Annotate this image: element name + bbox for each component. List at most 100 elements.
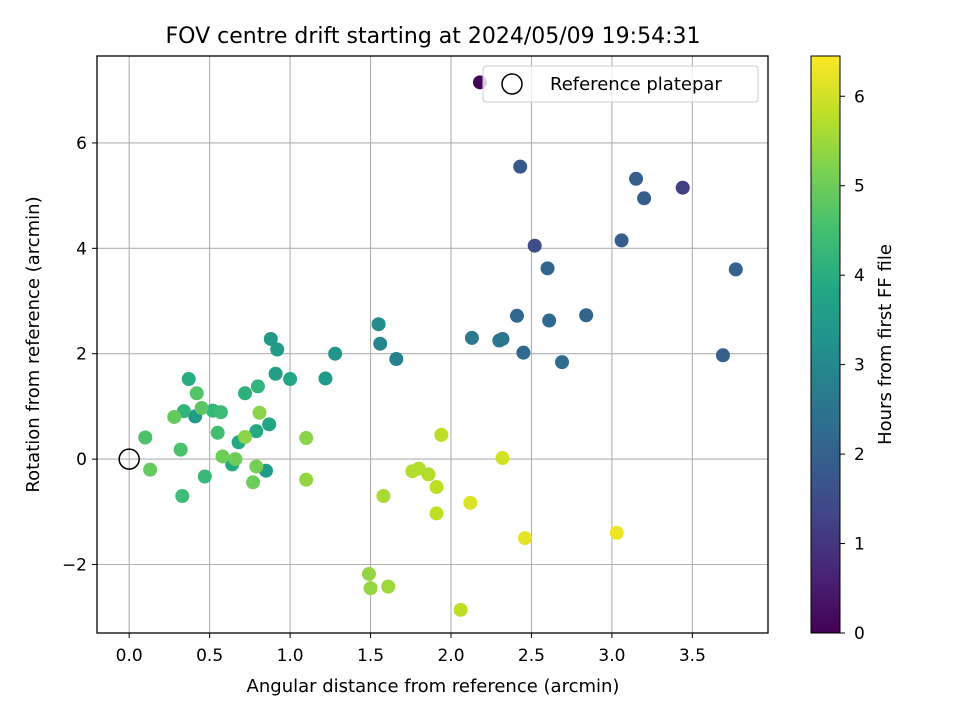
x-axis-ticks: 0.0 0.5 1.0 1.5 2.0 2.5 3.0 3.5 bbox=[116, 633, 706, 666]
x-tick-label: 3.5 bbox=[679, 646, 706, 666]
colorbar-tick-label: 2 bbox=[854, 445, 865, 465]
scatter-points bbox=[138, 75, 743, 617]
y-tick-label: 4 bbox=[76, 239, 87, 259]
data-point bbox=[318, 371, 333, 386]
data-point bbox=[371, 317, 386, 332]
data-point bbox=[167, 409, 182, 424]
data-point bbox=[527, 238, 542, 253]
colorbar: 0 1 2 3 4 5 6 Hours from first FF file bbox=[810, 55, 896, 644]
colorbar-tick-label: 1 bbox=[854, 535, 865, 555]
data-point bbox=[495, 331, 510, 346]
data-point bbox=[262, 417, 277, 432]
x-tick-label: 0.5 bbox=[196, 646, 223, 666]
colorbar-tick-label: 4 bbox=[854, 266, 865, 286]
colorbar-tick-label: 6 bbox=[854, 87, 865, 107]
data-point bbox=[189, 386, 204, 401]
colorbar-tick-label: 5 bbox=[854, 177, 865, 197]
plot-frame bbox=[96, 55, 769, 634]
data-point bbox=[728, 262, 743, 277]
y-tick-label: 0 bbox=[76, 450, 87, 470]
data-point bbox=[361, 566, 376, 581]
data-point bbox=[252, 405, 267, 420]
data-point bbox=[249, 459, 264, 474]
data-point bbox=[715, 348, 730, 363]
data-point bbox=[629, 171, 644, 186]
colorbar-ticks: 0 1 2 3 4 5 6 bbox=[840, 87, 865, 644]
data-point bbox=[268, 366, 283, 381]
data-point bbox=[238, 429, 253, 444]
data-point bbox=[210, 425, 225, 440]
data-point bbox=[464, 330, 479, 345]
y-tick-label: −2 bbox=[62, 555, 87, 575]
data-point bbox=[463, 495, 478, 510]
colorbar-tick-label: 3 bbox=[854, 356, 865, 376]
data-point bbox=[373, 336, 388, 351]
data-point bbox=[173, 442, 188, 457]
y-axis-ticks: −2 0 2 4 6 bbox=[62, 134, 97, 575]
legend-label: Reference platepar bbox=[550, 74, 722, 95]
colorbar-label: Hours from first FF file bbox=[875, 244, 896, 445]
data-point bbox=[376, 488, 391, 503]
x-tick-label: 2.0 bbox=[437, 646, 464, 666]
data-point bbox=[299, 472, 314, 487]
data-point bbox=[429, 480, 444, 495]
data-point bbox=[283, 372, 298, 387]
colorbar-gradient bbox=[810, 55, 841, 634]
data-point bbox=[518, 531, 533, 546]
data-point bbox=[542, 313, 557, 328]
x-axis-label: Angular distance from reference (arcmin) bbox=[247, 676, 620, 697]
data-point bbox=[579, 308, 594, 323]
x-tick-label: 0.0 bbox=[116, 646, 143, 666]
legend-box bbox=[482, 65, 759, 103]
y-axis-label: Rotation from reference (arcmin) bbox=[23, 196, 44, 492]
data-point bbox=[197, 469, 212, 484]
data-point bbox=[453, 602, 468, 617]
data-point bbox=[175, 488, 190, 503]
data-point bbox=[328, 346, 343, 361]
data-point bbox=[509, 308, 524, 323]
data-point bbox=[213, 405, 228, 420]
data-point bbox=[637, 191, 652, 206]
reference-platepar-point bbox=[118, 448, 140, 470]
x-tick-label: 1.5 bbox=[357, 646, 384, 666]
colorbar-tick-label: 0 bbox=[854, 624, 865, 644]
data-point bbox=[270, 342, 285, 357]
data-point bbox=[238, 386, 253, 401]
data-point bbox=[614, 233, 629, 248]
data-point bbox=[138, 430, 153, 445]
data-point bbox=[215, 449, 230, 464]
data-point bbox=[246, 475, 261, 490]
data-point bbox=[250, 379, 265, 394]
data-point bbox=[609, 525, 624, 540]
data-point bbox=[434, 427, 449, 442]
data-point bbox=[249, 424, 264, 439]
y-tick-label: 6 bbox=[76, 134, 87, 154]
data-point bbox=[429, 506, 444, 521]
y-tick-label: 2 bbox=[76, 345, 87, 365]
reference-marker bbox=[118, 448, 140, 470]
x-tick-label: 2.5 bbox=[518, 646, 545, 666]
x-tick-label: 1.0 bbox=[277, 646, 304, 666]
legend: Reference platepar bbox=[482, 65, 759, 103]
data-point bbox=[363, 581, 378, 596]
data-point bbox=[513, 159, 528, 174]
data-point bbox=[495, 451, 510, 466]
data-point bbox=[675, 180, 690, 195]
data-point bbox=[516, 345, 531, 360]
chart-title: FOV centre drift starting at 2024/05/09 … bbox=[166, 24, 701, 49]
data-point bbox=[421, 467, 436, 482]
data-point bbox=[263, 331, 278, 346]
data-point bbox=[194, 400, 209, 415]
data-point bbox=[540, 261, 555, 276]
x-tick-label: 3.0 bbox=[598, 646, 625, 666]
data-point bbox=[181, 372, 196, 387]
grid bbox=[97, 56, 768, 633]
data-point bbox=[389, 351, 404, 366]
data-point bbox=[381, 579, 396, 594]
data-point bbox=[299, 431, 314, 446]
data-point bbox=[228, 452, 243, 467]
data-point bbox=[555, 355, 570, 370]
legend-marker-icon bbox=[501, 73, 523, 95]
data-point bbox=[143, 462, 158, 477]
